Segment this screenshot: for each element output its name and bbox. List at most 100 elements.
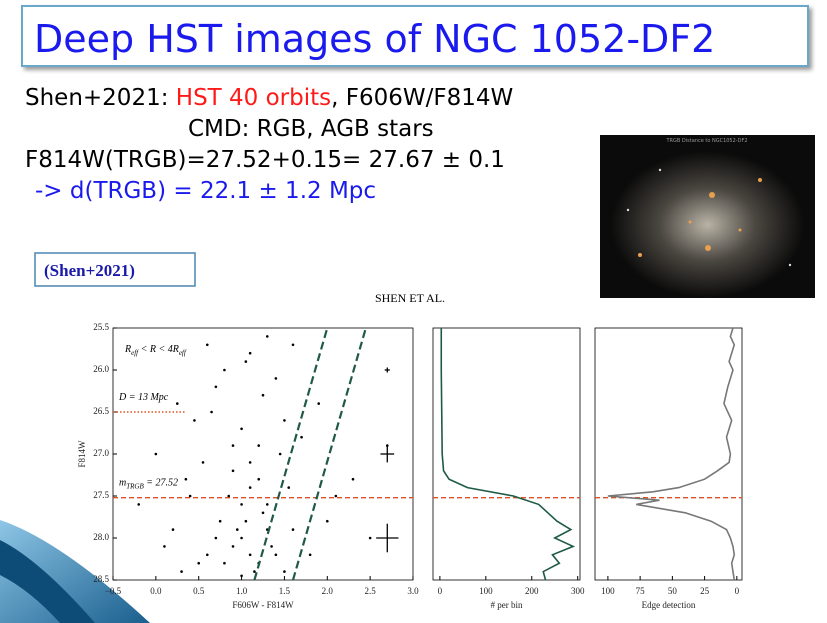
x-tick-label: 100 — [479, 586, 493, 596]
y-axis-label: F814W — [77, 440, 87, 468]
point — [351, 477, 355, 481]
slide-title: Deep HST images of NGC 1052-DF2 — [34, 17, 715, 61]
point — [231, 444, 235, 447]
point — [283, 419, 286, 422]
x-axis-label: F606W - F814W — [232, 600, 294, 610]
point — [248, 553, 252, 557]
point — [317, 402, 321, 405]
x-tick-label: 300 — [571, 586, 585, 596]
point — [300, 435, 303, 439]
point — [325, 519, 329, 523]
y-tick-label: 28.5 — [93, 574, 109, 584]
point — [248, 461, 252, 464]
stars — [626, 168, 792, 267]
text: Shen+2021: — [25, 85, 176, 111]
text-line: -> d(TRGB) = 22.1 ± 1.2 Mpc — [35, 178, 376, 204]
point — [274, 377, 278, 380]
point — [265, 335, 269, 338]
x-tick-label: 3.0 — [407, 586, 419, 596]
point — [231, 469, 235, 473]
point — [205, 553, 209, 557]
point — [283, 570, 286, 573]
plot-frame — [432, 327, 581, 581]
point — [240, 536, 243, 540]
y-tick-label: 27.5 — [93, 490, 109, 500]
guide-line — [253, 327, 329, 581]
point — [154, 452, 158, 456]
point — [278, 452, 282, 456]
title-box — [21, 5, 809, 67]
point — [171, 528, 175, 531]
point — [214, 385, 218, 389]
reference: (Shen+2021) — [44, 261, 135, 280]
point — [180, 570, 183, 573]
point — [201, 461, 205, 464]
x-tick-label: 2.0 — [322, 586, 334, 596]
x-tick-label: 0.0 — [150, 586, 162, 596]
x-tick-label: 1.5 — [279, 586, 291, 596]
x-tick-label: −0.5 — [105, 586, 122, 596]
x-tick-label: 100 — [601, 586, 615, 596]
point — [248, 351, 252, 355]
point — [257, 444, 261, 447]
point — [240, 503, 243, 506]
annotation-part: R — [124, 344, 131, 355]
point — [274, 553, 278, 557]
x-tick-label: 1.0 — [236, 586, 248, 596]
point — [218, 519, 222, 523]
image-caption: TRGB Distance to NGC1052-DF2 — [665, 138, 747, 144]
annotation: mTRGB = 27.52 — [119, 478, 178, 491]
x-tick-label: 0 — [735, 586, 740, 596]
point — [334, 494, 338, 498]
profile-line — [440, 328, 576, 581]
point — [235, 528, 239, 531]
point — [223, 368, 226, 372]
point — [261, 511, 265, 515]
x-tick-label: 200 — [525, 586, 539, 596]
profile-line — [607, 327, 736, 581]
y-tick-label: 26.0 — [93, 364, 109, 374]
point — [210, 410, 213, 414]
point — [244, 519, 248, 523]
point — [231, 545, 235, 548]
point — [240, 427, 243, 431]
text-line: Shen+2021: HST 40 orbits, F606W/F814W — [25, 85, 513, 111]
point — [137, 503, 141, 506]
point — [193, 419, 196, 422]
plot-frame — [594, 327, 743, 581]
annotation-part: < R < 4R — [138, 344, 179, 355]
point — [197, 561, 201, 565]
y-tick-label: 26.5 — [93, 406, 109, 416]
point — [253, 570, 256, 573]
x-tick-label: 25 — [700, 586, 710, 596]
text-line: CMD: RGB, AGB stars — [188, 116, 434, 142]
x-axis-label: # per bin — [491, 600, 523, 610]
point — [163, 545, 166, 548]
x-tick-label: 75 — [636, 586, 646, 596]
point — [227, 494, 231, 498]
highlight: HST 40 orbits — [176, 85, 331, 111]
point — [188, 494, 192, 498]
x-tick-label: 50 — [668, 586, 678, 596]
galaxy-image — [600, 135, 815, 298]
point — [368, 536, 372, 540]
point — [287, 486, 291, 489]
point — [291, 528, 295, 531]
text-line: F814W(TRGB)=27.52+0.15= 27.67 ± 0.1 — [25, 147, 505, 173]
point — [308, 553, 312, 557]
x-axis-label: Edge detection — [642, 600, 696, 610]
x-tick-label: 0.5 — [193, 586, 205, 596]
y-tick-label: 27.0 — [93, 448, 109, 458]
figure-header: Shen et al. — [375, 291, 445, 305]
point — [257, 477, 261, 481]
point — [261, 393, 265, 397]
point — [244, 360, 248, 363]
annotation-part: eff — [179, 349, 187, 357]
y-tick-label: 25.5 — [93, 322, 109, 332]
y-tick-label: 28.0 — [93, 532, 109, 542]
point — [223, 561, 226, 565]
text: , F606W/F814W — [331, 85, 513, 111]
reference-box — [34, 252, 196, 287]
x-tick-label: 2.5 — [365, 586, 377, 596]
